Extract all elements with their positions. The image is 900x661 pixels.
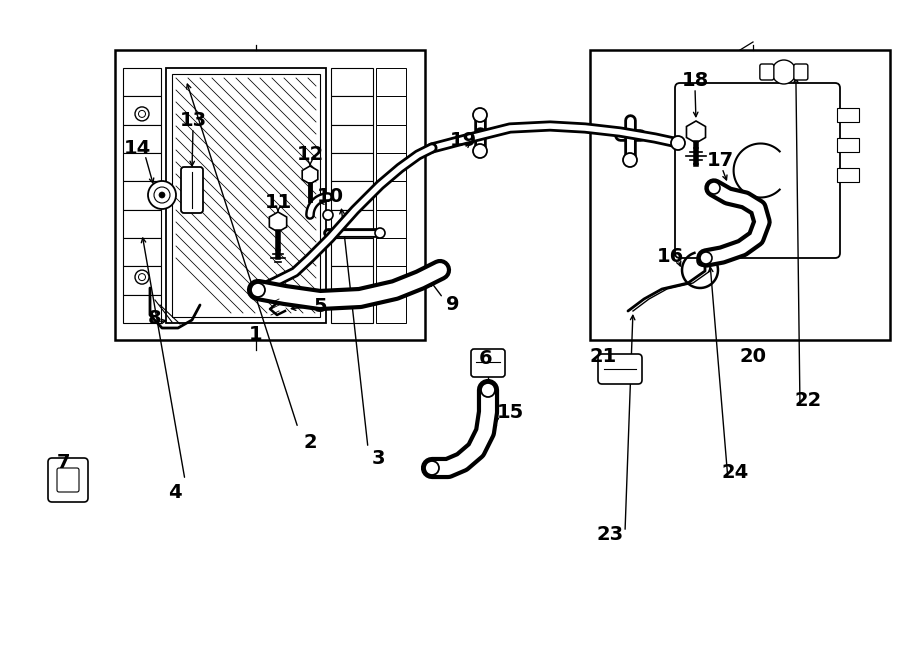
Text: 20: 20: [740, 346, 767, 366]
Polygon shape: [302, 166, 318, 184]
FancyBboxPatch shape: [48, 458, 88, 502]
Circle shape: [700, 252, 712, 264]
Bar: [837, 108, 859, 122]
Text: 5: 5: [313, 297, 327, 315]
Bar: [166, 68, 326, 323]
FancyBboxPatch shape: [181, 167, 203, 213]
Polygon shape: [269, 212, 287, 232]
Circle shape: [697, 256, 707, 266]
Text: 12: 12: [296, 145, 324, 165]
FancyBboxPatch shape: [760, 64, 774, 80]
Bar: [123, 97, 161, 125]
Polygon shape: [687, 121, 706, 143]
Circle shape: [481, 383, 495, 397]
Circle shape: [139, 110, 146, 118]
Text: 10: 10: [317, 186, 344, 206]
Text: 1: 1: [249, 325, 263, 344]
Bar: [376, 266, 406, 295]
Text: 15: 15: [497, 403, 524, 422]
Bar: [123, 295, 161, 323]
Text: 21: 21: [590, 348, 616, 366]
Bar: [115, 50, 425, 340]
Bar: [123, 238, 161, 266]
Text: 24: 24: [722, 463, 749, 481]
Bar: [376, 153, 406, 181]
Text: 13: 13: [179, 110, 207, 130]
Bar: [376, 295, 406, 323]
Bar: [376, 68, 406, 97]
Bar: [331, 295, 373, 323]
Circle shape: [473, 108, 487, 122]
Bar: [123, 210, 161, 238]
Bar: [376, 125, 406, 153]
Bar: [376, 181, 406, 210]
Bar: [331, 238, 373, 266]
FancyBboxPatch shape: [57, 468, 79, 492]
Circle shape: [623, 153, 637, 167]
Bar: [376, 97, 406, 125]
Text: 23: 23: [597, 524, 624, 543]
Bar: [172, 74, 320, 317]
Bar: [331, 125, 373, 153]
Circle shape: [159, 192, 165, 198]
Circle shape: [135, 107, 149, 121]
Circle shape: [375, 228, 385, 238]
Text: 17: 17: [706, 151, 733, 169]
Bar: [376, 238, 406, 266]
Circle shape: [708, 182, 720, 194]
Text: 19: 19: [449, 130, 477, 149]
Text: 18: 18: [681, 71, 708, 89]
Bar: [331, 210, 373, 238]
Bar: [331, 68, 373, 97]
Circle shape: [323, 210, 333, 220]
Text: 8: 8: [148, 309, 162, 327]
Circle shape: [139, 274, 146, 281]
Text: 14: 14: [123, 139, 150, 157]
Circle shape: [772, 60, 796, 84]
Polygon shape: [270, 295, 285, 315]
Bar: [123, 68, 161, 97]
Bar: [123, 153, 161, 181]
Text: 7: 7: [58, 453, 71, 471]
FancyBboxPatch shape: [471, 349, 505, 377]
Circle shape: [148, 181, 176, 209]
Bar: [837, 168, 859, 182]
Circle shape: [425, 461, 439, 475]
Bar: [123, 266, 161, 295]
Circle shape: [135, 270, 149, 284]
Bar: [123, 125, 161, 153]
Text: 9: 9: [446, 295, 460, 313]
FancyBboxPatch shape: [794, 64, 808, 80]
Text: 3: 3: [371, 449, 385, 467]
FancyBboxPatch shape: [675, 83, 840, 258]
Bar: [123, 181, 161, 210]
Circle shape: [154, 187, 170, 203]
Text: 16: 16: [656, 247, 684, 266]
Bar: [331, 153, 373, 181]
Circle shape: [473, 144, 487, 158]
Bar: [331, 266, 373, 295]
Bar: [331, 181, 373, 210]
Text: 22: 22: [795, 391, 822, 410]
Text: 4: 4: [168, 483, 182, 502]
Text: 11: 11: [265, 192, 292, 212]
Text: 2: 2: [303, 432, 317, 451]
Bar: [837, 138, 859, 152]
Bar: [376, 210, 406, 238]
Circle shape: [251, 283, 265, 297]
Circle shape: [671, 136, 685, 150]
Text: 6: 6: [479, 348, 493, 368]
FancyBboxPatch shape: [598, 354, 642, 384]
Bar: [331, 97, 373, 125]
Bar: [590, 50, 890, 340]
